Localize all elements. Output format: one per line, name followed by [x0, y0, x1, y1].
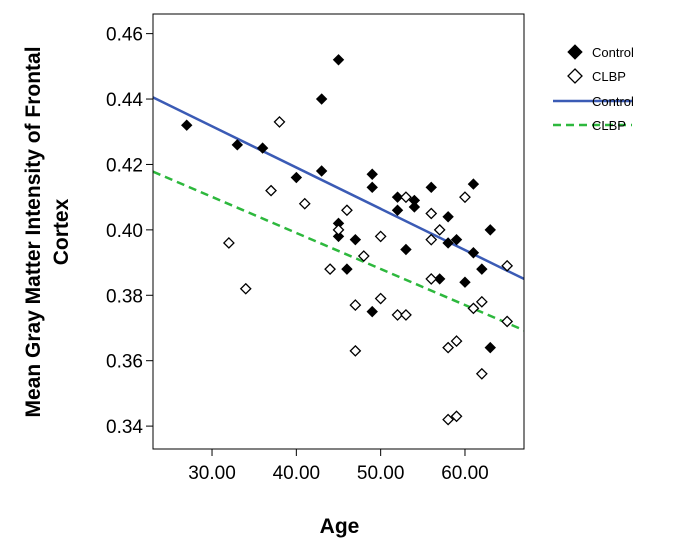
data-point-clbp	[298, 197, 311, 210]
data-point-control	[231, 139, 244, 151]
data-point-control	[467, 178, 480, 190]
data-point-control	[181, 119, 193, 131]
axes: 0.34 0.36 0.38 0.40 0.42 0.44 0.46 30.00 40.00 50…	[22, 13, 525, 538]
data-point-control	[341, 263, 353, 275]
data-point-control	[366, 305, 378, 318]
data-point-control	[256, 142, 269, 154]
data-point-control	[484, 224, 496, 236]
data-point-control	[459, 276, 471, 288]
data-point-clbp	[324, 263, 336, 276]
y-tick-label: 0.34	[106, 417, 143, 438]
data-point-clbp	[349, 344, 362, 357]
data-point-clbp	[374, 292, 387, 305]
data-point-clbp	[475, 367, 488, 380]
legend-label: Control	[592, 94, 634, 109]
data-point-control	[484, 341, 496, 354]
data-point-control	[391, 204, 404, 216]
y-tick-label: 0.44	[106, 90, 143, 111]
data-point-control	[349, 233, 362, 246]
data-point-clbp	[450, 410, 463, 423]
data-point-clbp	[400, 191, 412, 204]
y-axis-title: Mean Gray Matter Intensity of Frontal Cor…	[22, 46, 73, 417]
legend-label: CLBP	[592, 69, 626, 84]
x-axis-title: Age	[320, 515, 360, 538]
data-point-control	[442, 237, 454, 249]
y-axis-title-line: Cortex	[50, 198, 73, 265]
x-tick-label: 60.00	[441, 463, 489, 484]
legend: Control CLBP Control CLBP	[553, 44, 634, 133]
legend-label: Control	[592, 45, 634, 60]
data-point-clbp	[374, 230, 387, 243]
data-point-control	[408, 201, 421, 213]
data-point-clbp	[425, 233, 438, 246]
data-point-clbp	[273, 116, 286, 128]
y-tick-label: 0.46	[106, 25, 143, 46]
data-point-clbp	[425, 207, 438, 220]
data-point-clbp	[222, 237, 235, 249]
legend-marker-clbp	[567, 68, 583, 84]
data-point-clbp	[442, 341, 455, 354]
data-point-control	[450, 233, 463, 246]
data-point-clbp	[467, 302, 480, 315]
data-point-control	[332, 54, 345, 66]
x-tick-label: 40.00	[273, 463, 321, 484]
data-point-clbp	[450, 335, 463, 347]
y-axis-title-line: Mean Gray Matter Intensity of Frontal	[22, 46, 45, 417]
data-point-control	[391, 191, 404, 203]
x-tick-label: 30.00	[188, 463, 236, 484]
data-point-clbp	[459, 191, 471, 204]
data-point-clbp	[341, 204, 353, 217]
data-point-control	[442, 211, 454, 223]
y-tick-label: 0.38	[106, 286, 143, 307]
data-point-clbp	[349, 299, 362, 312]
plot-area	[152, 54, 525, 426]
y-tick-label: 0.42	[106, 155, 143, 176]
legend-marker-control	[567, 44, 583, 60]
data-point-control	[366, 181, 378, 194]
y-tick-label: 0.36	[106, 352, 143, 373]
data-point-clbp	[265, 184, 277, 197]
data-point-clbp	[239, 282, 252, 295]
data-point-control	[433, 273, 446, 285]
fit-line-control	[152, 96, 525, 281]
data-point-clbp	[501, 259, 514, 272]
data-point-control	[425, 181, 437, 194]
data-point-control	[315, 165, 328, 177]
x-tick-label: 50.00	[357, 463, 405, 484]
data-point-control	[467, 247, 480, 259]
data-point-control	[400, 243, 412, 256]
data-point-clbp	[400, 308, 412, 321]
data-point-clbp	[425, 273, 438, 285]
data-point-control	[366, 168, 378, 180]
y-tick-label: 0.40	[106, 221, 143, 242]
data-point-clbp	[357, 250, 370, 262]
data-point-clbp	[442, 413, 455, 426]
data-point-clbp	[475, 295, 488, 308]
data-point-control	[290, 171, 303, 184]
data-point-clbp	[332, 223, 345, 236]
legend-label: CLBP	[592, 118, 626, 133]
fit-line-clbp	[152, 170, 525, 332]
data-point-control	[315, 93, 328, 105]
plot-frame	[152, 13, 525, 450]
data-point-control	[476, 263, 488, 275]
data-point-clbp	[501, 315, 514, 328]
data-point-clbp	[433, 223, 446, 236]
data-point-control	[332, 230, 345, 243]
data-point-clbp	[391, 308, 404, 321]
